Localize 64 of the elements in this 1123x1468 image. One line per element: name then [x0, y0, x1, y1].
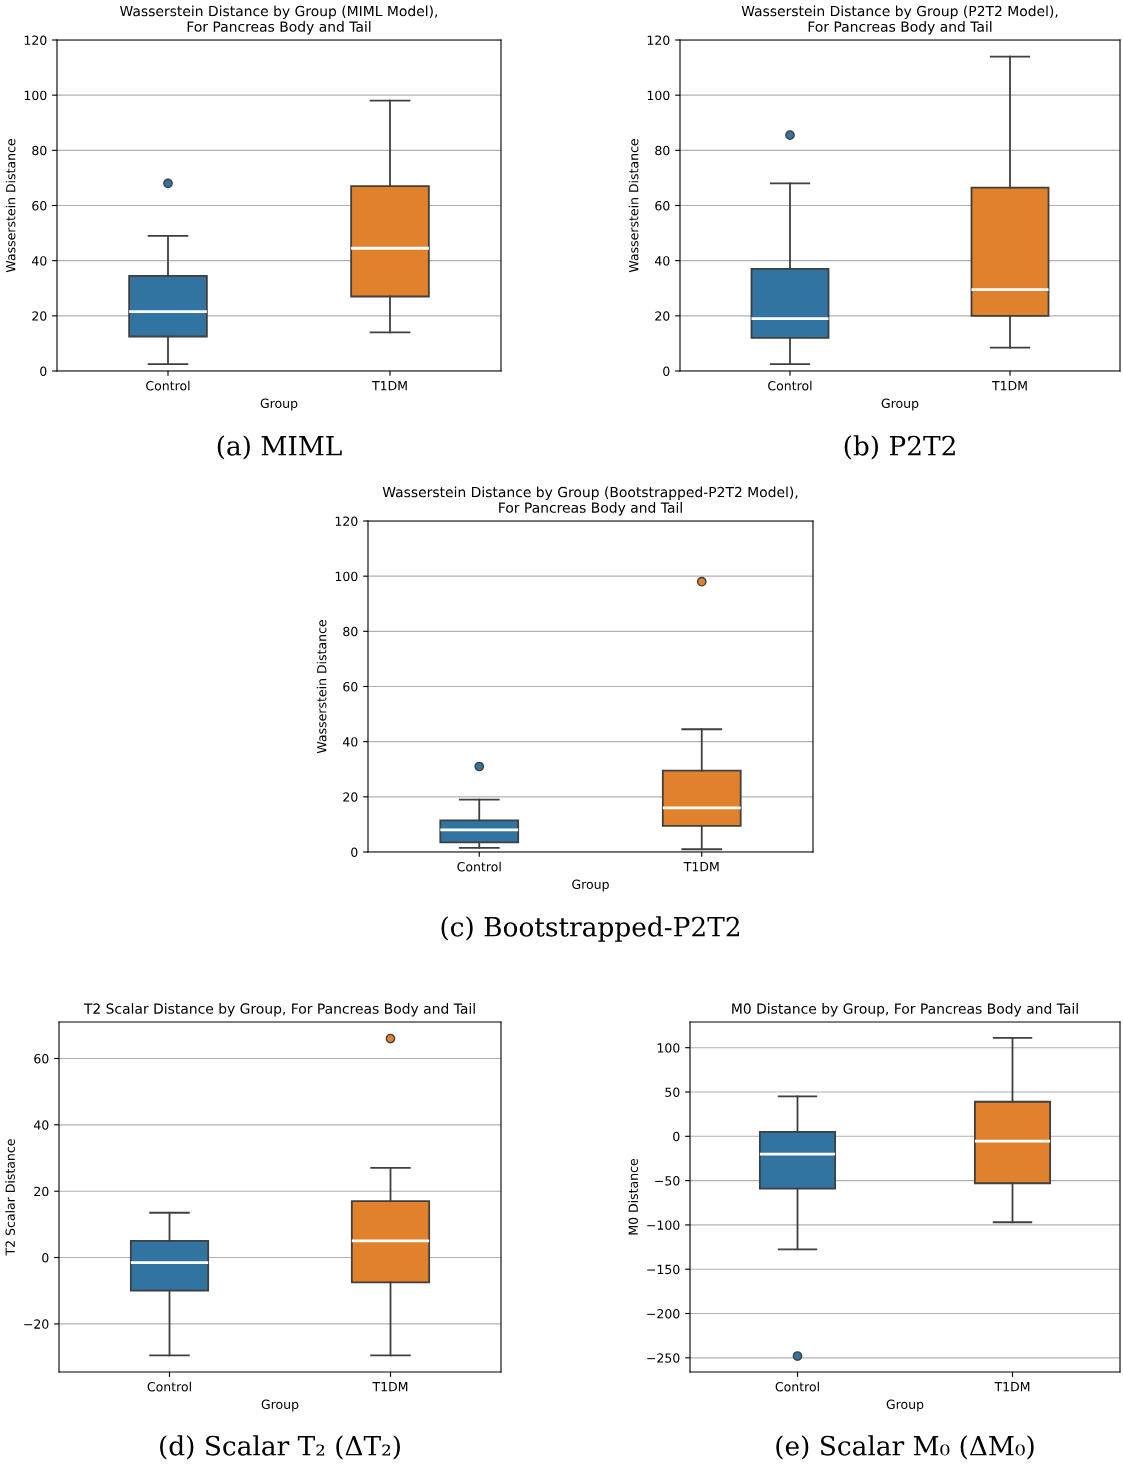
- x-tick-label: Control: [457, 861, 501, 872]
- y-axis-title: Wasserstein Distance: [5, 139, 16, 273]
- y-tick-label: 40: [31, 256, 47, 266]
- x-axis-title: Group: [886, 1399, 924, 1412]
- y-tick-label: 100: [647, 90, 670, 101]
- x-tick-label: T1DM: [991, 381, 1027, 391]
- y-tick-label: 20: [655, 311, 670, 321]
- y-tick-label: 120: [24, 35, 47, 45]
- text: (c) Bootstrapped-P2T2: [441, 916, 739, 942]
- y-tick-label: −200: [647, 1308, 680, 1319]
- y-tick-label: 50: [665, 1087, 680, 1097]
- y-tick-label: 100: [335, 571, 358, 582]
- y-tick-label: 20: [343, 792, 358, 802]
- x-tick-label: Control: [775, 1381, 819, 1392]
- x-tick-label: T1DM: [371, 381, 407, 391]
- y-tick-label: 0: [42, 1253, 49, 1263]
- y-tick-label: 0: [663, 366, 670, 376]
- chart-title: T2 Scalar Distance by Group, For Pancreas Body and Tail: [83, 1003, 475, 1017]
- y-tick-label: −250: [647, 1353, 680, 1363]
- text: (d) Scalar T₂ (ΔT₂): [160, 1435, 400, 1460]
- chart-title: Wasserstein Distance by Group (Bootstrapped-P2T2 Model), For Pancreas Body and Tail: [382, 486, 798, 516]
- x-tick-label: Control: [146, 380, 190, 391]
- y-tick-label: 40: [342, 737, 358, 747]
- chart-title: Wasserstein Distance by Group (MIML Model), For Pancreas Body and Tail: [120, 5, 438, 35]
- y-tick-label: −100: [647, 1220, 680, 1230]
- y-axis-title: Wasserstein Distance: [628, 139, 639, 273]
- x-axis-title: Group: [881, 398, 919, 411]
- y-tick-label: 40: [33, 1120, 49, 1130]
- x-tick-label: T1DM: [683, 862, 719, 872]
- x-axis-title: Group: [261, 1399, 299, 1412]
- x-axis-title: Group: [572, 879, 609, 892]
- y-tick-label: 80: [343, 626, 358, 637]
- y-tick-label: 60: [32, 200, 47, 211]
- y-tick-label: −20: [24, 1319, 49, 1329]
- y-tick-label: 60: [34, 1053, 49, 1064]
- x-tick-label: Control: [147, 1381, 191, 1392]
- chart-title: Wasserstein Distance by Group (P2T2 Model), For Pancreas Body and Tail: [741, 5, 1058, 35]
- y-tick-label: 0: [673, 1131, 680, 1142]
- x-axis-title: Group: [260, 398, 298, 411]
- y-tick-label: 0: [40, 366, 47, 376]
- y-tick-label: −50: [655, 1176, 680, 1186]
- y-tick-label: 40: [654, 256, 670, 266]
- y-tick-label: 20: [32, 311, 47, 321]
- text: (e) Scalar M₀ (ΔM₀): [776, 1435, 1034, 1460]
- x-tick-label: T1DM: [994, 1382, 1030, 1392]
- y-tick-label: 80: [32, 145, 47, 156]
- x-tick-label: T1DM: [372, 1382, 408, 1392]
- y-tick-label: 20: [34, 1186, 49, 1197]
- y-tick-label: 100: [24, 90, 47, 101]
- chart-title: M0 Distance by Group, For Pancreas Body and Tail: [732, 1003, 1078, 1017]
- y-tick-label: 100: [657, 1043, 680, 1053]
- y-axis-title: T2 Scalar Distance: [5, 1139, 15, 1256]
- y-tick-label: 0: [351, 847, 358, 857]
- y-tick-label: 120: [335, 516, 358, 526]
- x-tick-label: Control: [768, 380, 812, 391]
- y-tick-label: −150: [647, 1264, 680, 1275]
- text: (b) P2T2: [844, 435, 955, 460]
- y-tick-label: 120: [647, 35, 670, 45]
- text: (a) MIML: [217, 435, 342, 460]
- y-tick-label: 60: [655, 200, 670, 211]
- y-axis-title: Wasserstein Distance: [316, 620, 327, 754]
- y-axis-title: M0 Distance: [628, 1158, 638, 1235]
- y-tick-label: 80: [655, 145, 670, 156]
- y-tick-label: 60: [343, 681, 358, 692]
